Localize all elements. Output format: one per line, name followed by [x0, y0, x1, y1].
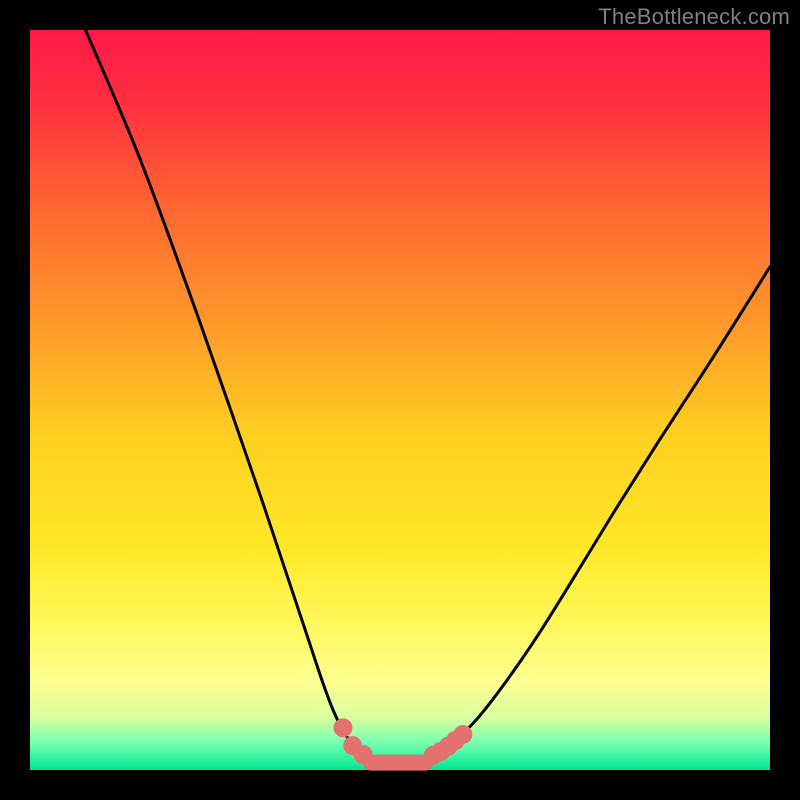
valley-accent-bar [363, 755, 433, 771]
accent-dot [354, 745, 373, 764]
bottleneck-chart [0, 0, 800, 800]
accent-dot [453, 725, 472, 744]
watermark-text: TheBottleneck.com [598, 4, 790, 30]
accent-dot [334, 718, 353, 737]
plot-area [30, 30, 770, 770]
chart-stage: TheBottleneck.com [0, 0, 800, 800]
